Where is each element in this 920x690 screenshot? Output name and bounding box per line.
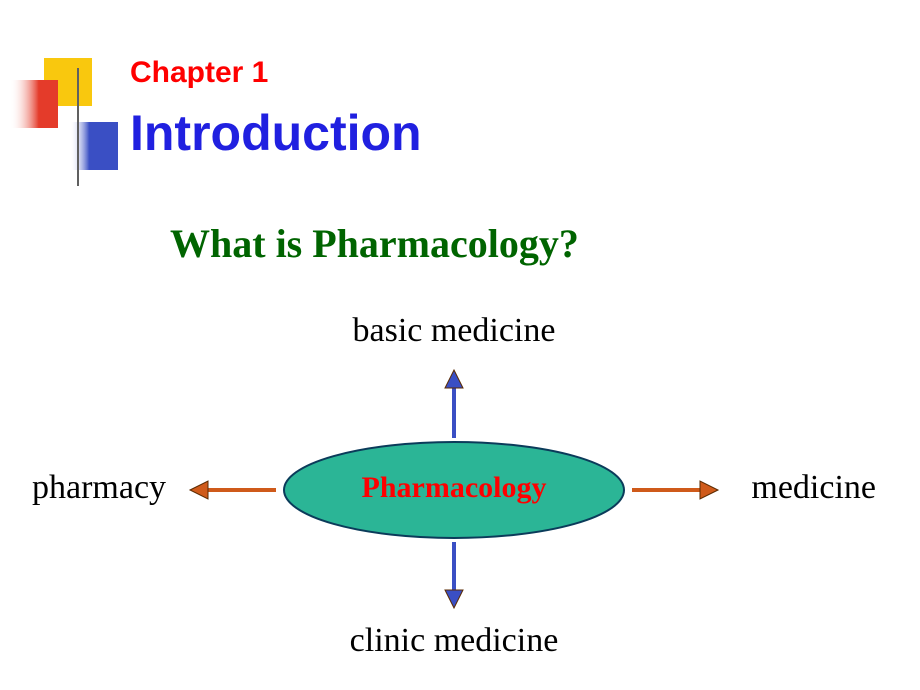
node-label-right: medicine [751, 469, 876, 506]
page-title: Introduction [130, 104, 422, 162]
node-label-left: pharmacy [32, 469, 166, 506]
arrow-head-right [700, 481, 718, 499]
node-label-top: basic medicine [353, 312, 556, 349]
pharmacology-diagram: Pharmacology basic medicine clinic medicin… [0, 300, 920, 680]
center-label: Pharmacology [362, 471, 547, 504]
slide-root: Chapter 1 Introduction What is Pharmacol… [0, 0, 920, 690]
subtitle: What is Pharmacology? [170, 220, 579, 267]
chapter-label: Chapter 1 [130, 56, 268, 90]
arrow-head-down [445, 590, 463, 608]
diagram-svg: Pharmacology basic medicine clinic medicin… [0, 300, 920, 680]
node-label-bottom: clinic medicine [350, 622, 559, 659]
arrow-head-up [445, 370, 463, 388]
arrow-head-left [190, 481, 208, 499]
